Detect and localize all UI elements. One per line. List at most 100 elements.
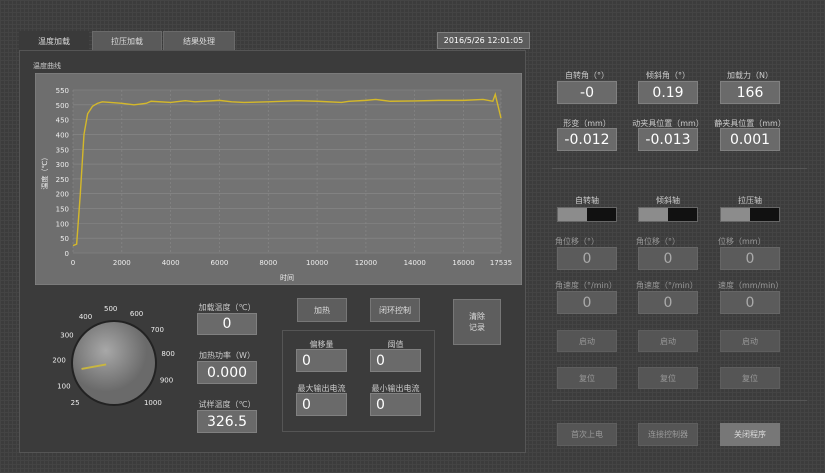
max-current-input[interactable]: 0 (296, 393, 347, 416)
offset-label: 偏移量 (309, 340, 334, 349)
y-tick-label: 100 (56, 220, 69, 228)
readout-label: 静夹具位置（mm） (714, 119, 786, 128)
start-button[interactable]: 启动 (557, 330, 617, 352)
load-temp-input[interactable]: 0 (197, 313, 257, 335)
axis-toggle[interactable] (557, 207, 617, 222)
clear-records-button[interactable]: 清除记录 (453, 299, 501, 345)
axis-toggle[interactable] (720, 207, 780, 222)
dial-tick-label: 300 (60, 332, 73, 340)
axis-name: 倾斜轴 (656, 196, 680, 205)
y-tick-label: 200 (56, 191, 69, 199)
speed-input[interactable]: 0 (557, 291, 617, 314)
temperature-series-line (72, 92, 502, 247)
load-temp-label: 加载温度（℃） (198, 303, 256, 312)
min-current-input[interactable]: 0 (370, 393, 421, 416)
start-button[interactable]: 启动 (720, 330, 780, 352)
y-tick-label: 350 (56, 146, 69, 154)
reset-button[interactable]: 复位 (638, 367, 698, 389)
dial-tick-label: 100 (57, 383, 70, 391)
y-tick-label: 250 (56, 176, 69, 184)
x-tick-label: 16000 (452, 259, 474, 267)
readout-value: 0.001 (720, 128, 780, 151)
power-display: 0.000 (197, 361, 257, 384)
sample-temp-label: 试样温度（℃） (198, 400, 256, 409)
readout-label: 倾斜角（°） (646, 71, 690, 80)
speed-label: 速度（mm/min） (718, 281, 784, 290)
close-program-button[interactable]: 关闭程序 (720, 423, 780, 446)
readout-label: 动夹具位置（mm） (632, 119, 704, 128)
readout-label: 自转角（°） (565, 71, 609, 80)
threshold-label: 阈值 (387, 340, 404, 349)
datetime-display: 2016/5/26 12:01:05 (437, 32, 530, 49)
dial-tick-label: 400 (79, 313, 92, 321)
dial-pointer (81, 363, 107, 370)
heat-button[interactable]: 加热 (297, 298, 347, 322)
dial-tick-label: 200 (52, 357, 65, 365)
y-tick-label: 0 (65, 250, 69, 258)
power-label: 加热功率（W） (199, 351, 255, 360)
y-tick-label: 50 (60, 235, 69, 243)
plot-area (73, 90, 501, 253)
dial-tick-label: 900 (160, 376, 173, 384)
dial-tick-label: 600 (130, 310, 143, 318)
disp-label: 角位移（°） (555, 237, 599, 246)
x-tick-label: 14000 (404, 259, 426, 267)
speed-label: 角速度（°/min） (555, 281, 617, 290)
dial-tick-label: 800 (161, 350, 174, 358)
speed-input[interactable]: 0 (638, 291, 698, 314)
readout-value: 0.19 (638, 81, 698, 104)
y-tick-label: 400 (56, 131, 69, 139)
readout-value: -0.013 (638, 128, 698, 151)
x-tick-label: 0 (71, 259, 75, 267)
pid-group (282, 330, 435, 432)
disp-input[interactable]: 0 (557, 247, 617, 270)
speed-label: 角速度（°/min） (636, 281, 698, 290)
x-axis-label: 时间 (280, 273, 294, 282)
readout-value: -0.012 (557, 128, 617, 151)
speed-input[interactable]: 0 (720, 291, 780, 314)
threshold-input[interactable]: 0 (370, 349, 421, 372)
dial-tick-label: 700 (151, 326, 164, 334)
min-current-label: 最小输出电流 (371, 384, 420, 393)
readout-label: 加载力（N） (727, 71, 773, 80)
divider (552, 168, 807, 169)
x-tick-label: 6000 (211, 259, 229, 267)
x-tick-label: 8000 (259, 259, 277, 267)
y-tick-label: 450 (56, 117, 69, 125)
readout-value: -0 (557, 81, 617, 104)
y-tick-label: 150 (56, 206, 69, 214)
axis-name: 自转轴 (575, 196, 599, 205)
start-button[interactable]: 启动 (638, 330, 698, 352)
disp-label: 位移（mm） (718, 237, 766, 246)
axis-toggle[interactable] (638, 207, 698, 222)
closed-loop-button[interactable]: 闭环控制 (370, 298, 420, 322)
readout-value: 166 (720, 81, 780, 104)
y-tick-label: 550 (56, 87, 69, 95)
power-on-button[interactable]: 首次上电 (557, 423, 617, 446)
axis-name: 拉压轴 (738, 196, 762, 205)
sample-temp-display: 326.5 (197, 410, 257, 433)
tab-tension-load[interactable]: 拉压加载 (92, 31, 162, 51)
readout-label: 形变（mm） (563, 119, 611, 128)
tab-temperature-load[interactable]: 温度加载 (19, 31, 89, 51)
temperature-chart: 0 50 100 150 200 250 300 350 400 450 500 550 0 2000 40… (35, 73, 522, 285)
dial-tick-label: 500 (104, 305, 117, 313)
x-tick-label: 2000 (113, 259, 131, 267)
y-axis-label: 温度（℃） (40, 154, 49, 190)
dial-tick-label: 1000 (144, 399, 162, 407)
disp-input[interactable]: 0 (720, 247, 780, 270)
connect-controller-button[interactable]: 连接控制器 (638, 423, 698, 446)
y-tick-label: 300 (56, 161, 69, 169)
disp-input[interactable]: 0 (638, 247, 698, 270)
offset-input[interactable]: 0 (296, 349, 347, 372)
tab-results[interactable]: 结果处理 (163, 31, 235, 51)
x-tick-label: 17535 (490, 259, 512, 267)
x-tick-label: 10000 (306, 259, 328, 267)
chart-title: 温度曲线 (33, 62, 61, 70)
reset-button[interactable]: 复位 (720, 367, 780, 389)
dial-tick-label: 25 (71, 399, 80, 407)
reset-button[interactable]: 复位 (557, 367, 617, 389)
x-tick-label: 12000 (355, 259, 377, 267)
dial-knob (73, 322, 155, 404)
